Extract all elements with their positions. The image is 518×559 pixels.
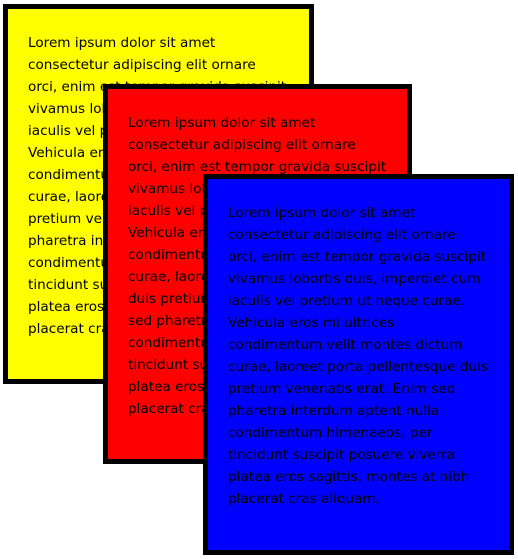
blue-card-text: Lorem ipsum dolor sit amet consectetur a… — [228, 205, 488, 507]
blue-text-card: Lorem ipsum dolor sit amet consectetur a… — [203, 174, 514, 555]
